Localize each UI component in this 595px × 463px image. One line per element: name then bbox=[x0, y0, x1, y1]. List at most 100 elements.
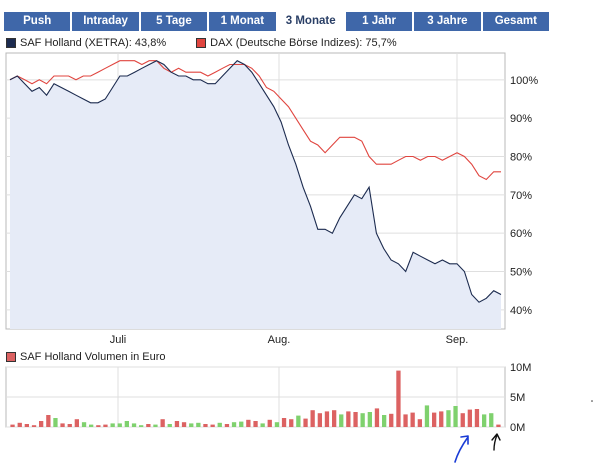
volume-bar bbox=[267, 419, 272, 427]
price-x-tick-label: Aug. bbox=[268, 334, 291, 346]
volume-bar bbox=[81, 422, 87, 427]
volume-bar bbox=[482, 414, 487, 427]
tab-intraday[interactable]: Intraday bbox=[72, 12, 139, 31]
volume-bar bbox=[403, 414, 408, 427]
price-y-tick-label: 80% bbox=[510, 152, 532, 164]
volume-bar bbox=[224, 424, 230, 427]
saf-swatch bbox=[6, 38, 16, 48]
price-x-tick-label: Juli bbox=[110, 334, 127, 346]
volume-bar bbox=[103, 424, 108, 427]
volume-bar bbox=[367, 412, 372, 427]
volume-bar bbox=[417, 419, 422, 427]
price-legend: SAF Holland (XETRA): 43,8% DAX (Deutsche… bbox=[6, 37, 397, 49]
price-y-tick-label: 40% bbox=[510, 305, 532, 317]
annotation-arrow-icon bbox=[491, 433, 501, 451]
legend-item-saf: SAF Holland (XETRA): 43,8% bbox=[6, 37, 166, 49]
volume-bar bbox=[31, 425, 37, 427]
volume-bar bbox=[332, 410, 337, 427]
tab-3-jahre[interactable]: 3 Jahre bbox=[414, 12, 481, 31]
legend-item-dax: DAX (Deutsche Börse Indizes): 75,7% bbox=[196, 37, 397, 49]
tab-3-monate[interactable]: 3 Monate bbox=[277, 12, 344, 31]
volume-bar bbox=[289, 419, 294, 427]
volume-bar bbox=[196, 422, 201, 427]
price-y-tick-label: 100% bbox=[510, 75, 538, 87]
volume-bar bbox=[460, 413, 465, 427]
volume-bar bbox=[96, 425, 101, 427]
volume-bar bbox=[231, 422, 237, 427]
stray-dot bbox=[591, 400, 593, 402]
volume-y-tick-label: 10M bbox=[510, 362, 531, 374]
volume-y-tick-label: 5M bbox=[510, 392, 525, 404]
tab-5-tage[interactable]: 5 Tage bbox=[140, 12, 208, 31]
volume-bar bbox=[310, 410, 315, 427]
volume-bar bbox=[432, 412, 437, 427]
volume-bar bbox=[474, 409, 480, 427]
volume-bar bbox=[53, 418, 58, 427]
volume-bar bbox=[210, 424, 215, 427]
volume-bar bbox=[424, 405, 430, 427]
annotation-arrow-icon bbox=[454, 435, 469, 463]
tab-gesamt[interactable]: Gesamt bbox=[482, 12, 549, 31]
volume-bar bbox=[67, 424, 72, 427]
volume-bar bbox=[74, 419, 79, 427]
legend-dax-label: DAX (Deutsche Börse Indizes): 75,7% bbox=[210, 37, 397, 49]
saf-series-line bbox=[9, 60, 502, 303]
volume-bar bbox=[160, 419, 165, 427]
volume-bar bbox=[360, 413, 365, 427]
legend-volume-label: SAF Holland Volumen in Euro bbox=[20, 351, 166, 363]
volume-bar bbox=[146, 424, 151, 427]
volume-bar bbox=[46, 415, 51, 427]
volume-bar bbox=[317, 413, 322, 427]
volume-bar bbox=[496, 424, 501, 427]
volume-bar bbox=[382, 415, 387, 427]
price-y-tick-label: 70% bbox=[510, 190, 532, 202]
volume-bar bbox=[489, 413, 494, 427]
volume-bar bbox=[410, 412, 415, 427]
volume-bar bbox=[39, 421, 44, 427]
volume-bar bbox=[139, 425, 144, 427]
volume-bar bbox=[453, 406, 458, 427]
volume-bar bbox=[181, 422, 187, 427]
dax-series-line bbox=[9, 60, 501, 181]
price-y-tick-label: 50% bbox=[510, 267, 532, 279]
volume-bar bbox=[24, 424, 29, 427]
volume-bar bbox=[389, 413, 394, 427]
volume-bar bbox=[296, 415, 301, 427]
volume-bar bbox=[189, 423, 194, 427]
volume-bar bbox=[217, 422, 222, 427]
volume-bar bbox=[60, 423, 65, 427]
volume-bar bbox=[467, 409, 472, 427]
volume-bar bbox=[439, 411, 444, 427]
volume-bar bbox=[374, 408, 380, 427]
tab-push[interactable]: Push bbox=[4, 12, 71, 31]
volume-bar bbox=[346, 411, 351, 427]
volume-bar bbox=[253, 421, 258, 427]
volume-bar bbox=[203, 424, 208, 427]
saf-area bbox=[10, 60, 501, 329]
volume-bar bbox=[446, 410, 451, 427]
price-y-tick-label: 90% bbox=[510, 113, 532, 125]
volume-bar bbox=[110, 423, 115, 427]
volume-bar bbox=[17, 422, 22, 427]
price-y-tick-label: 60% bbox=[510, 228, 532, 240]
volume-bar bbox=[396, 370, 401, 427]
volume-bar bbox=[174, 421, 180, 427]
volume-bar bbox=[281, 418, 287, 427]
volume-bar bbox=[153, 424, 158, 427]
volume-bar bbox=[124, 421, 129, 427]
volume-swatch bbox=[6, 352, 16, 362]
volume-bar bbox=[353, 412, 358, 427]
price-x-tick-label: Sep. bbox=[446, 334, 469, 346]
volume-bar bbox=[167, 424, 172, 427]
volume-bar bbox=[303, 418, 308, 427]
legend-saf-label: SAF Holland (XETRA): 43,8% bbox=[20, 37, 167, 49]
volume-y-tick-label: 0M bbox=[510, 422, 525, 434]
tab-1-jahr[interactable]: 1 Jahr bbox=[345, 12, 413, 31]
volume-legend: SAF Holland Volumen in Euro bbox=[6, 351, 166, 363]
volume-bar bbox=[324, 411, 330, 427]
volume-bar bbox=[339, 414, 344, 427]
volume-bar bbox=[10, 424, 15, 427]
tab-1-monat[interactable]: 1 Monat bbox=[209, 12, 276, 31]
timeframe-tabs: Push Intraday 5 Tage 1 Monat 3 Monate 1 … bbox=[4, 12, 549, 31]
